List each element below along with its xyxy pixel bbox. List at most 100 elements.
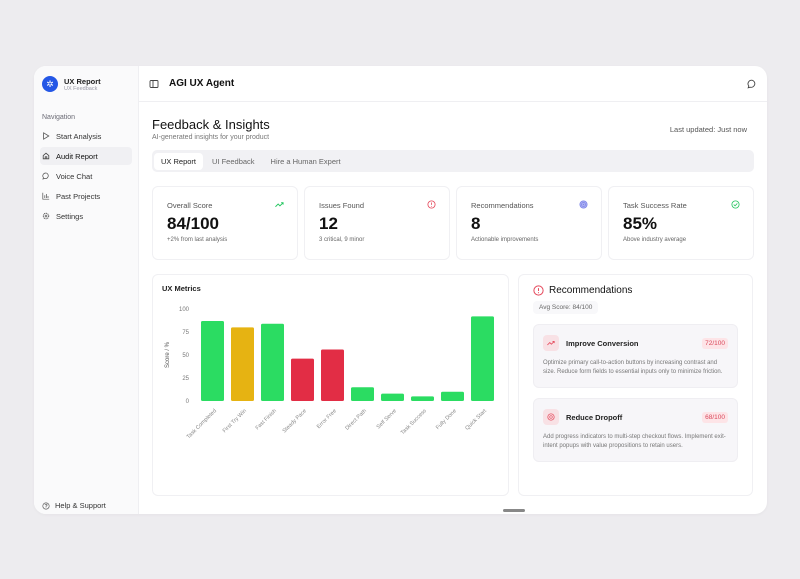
app-window: ✲ UX Report UX Feedback Navigation Start… [34,66,767,514]
y-tick-label: 75 [182,330,189,336]
bar[interactable] [231,327,254,401]
scroll-handle[interactable] [503,509,525,512]
help-support-link[interactable]: Help & Support [42,501,106,510]
help-circle-icon [42,501,50,510]
chat-bubble-icon [42,172,50,180]
play-icon [42,132,50,140]
recommendation-score-badge: 68/100 [702,411,728,423]
sidebar: ✲ UX Report UX Feedback Navigation Start… [34,66,139,514]
recommendation-title: Reduce Dropoff [566,412,623,422]
stat-value: 8 [471,214,481,233]
x-tick-label: Fully Done [435,408,458,431]
recommendations-panel: Recommendations Avg Score: 84/100 Improv… [518,274,753,496]
stat-value: 84/100 [167,214,219,233]
bar[interactable] [471,316,494,401]
stat-label: Recommendations [471,201,534,210]
bar[interactable] [411,396,434,401]
stat-value: 85% [623,214,658,233]
app-title: AGI UX Agent [169,78,235,89]
target-icon [543,409,559,425]
y-tick-label: 100 [179,307,190,313]
sidebar-item-label: Voice Chat [56,171,93,181]
check-circle-icon [731,200,740,209]
recommendation-score-badge: 72/100 [702,337,728,349]
tab-ux-report[interactable]: UX Report [154,152,204,170]
avg-score-badge: Avg Score: 84/100 [533,301,599,314]
recommendation-title: Improve Conversion [566,338,639,348]
stat-cards: Overall Score 84/100 +2% from last analy… [152,186,754,260]
brand-subtitle: UX Feedback [64,85,98,92]
home-icon [42,152,50,160]
stat-note: 3 critical, 9 minor [319,237,365,243]
help-label: Help & Support [55,501,106,510]
tab-bar: UX Report UI Feedback Hire a Human Exper… [152,150,754,172]
sidebar-toggle-icon[interactable] [149,79,159,89]
sidebar-item-label: Audit Report [56,151,98,161]
x-tick-label: Steady Pace [282,408,308,434]
x-tick-label: Task Success [400,408,428,436]
stat-label: Overall Score [167,201,213,210]
stat-card-overall-score: Overall Score 84/100 +2% from last analy… [152,186,298,260]
bar[interactable] [321,349,344,401]
x-tick-label: Direct Path [344,408,367,431]
sparkle-icon: ✲ [42,76,58,92]
recommendation-description: Add progress indicators to multi-step ch… [543,434,726,449]
recommendation-description: Optimize primary call-to-action buttons … [543,360,723,375]
x-tick-label: Quick Start [464,408,488,432]
gear-icon [42,212,50,220]
tab-hire-human-expert[interactable]: Hire a Human Expert [270,156,341,166]
sidebar-item-past-projects[interactable]: Past Projects [40,187,132,205]
stat-card-recommendations: Recommendations 8 Actionable improvement… [456,186,602,260]
bar[interactable] [291,358,314,401]
ux-metrics-chart-card: UX Metrics 0 25 50 75 100 Score / % Task Compl… [152,274,509,496]
alert-circle-icon [427,200,436,209]
sidebar-item-label: Past Projects [56,191,101,201]
stat-label: Task Success Rate [623,201,687,210]
nav-section-label: Navigation [42,114,76,121]
stat-card-task-success-rate: Task Success Rate 85% Above industry ave… [608,186,754,260]
bar[interactable] [381,393,404,401]
bar[interactable] [351,387,374,401]
y-tick-label: 0 [186,399,190,405]
stat-value: 12 [319,214,338,233]
recommendation-item-reduce-dropoff[interactable]: Reduce Dropoff 68/100 Add progress indic… [533,398,738,462]
recommendations-header: Recommendations [533,285,738,296]
alert-circle-icon [533,285,544,296]
sidebar-item-voice-chat[interactable]: Voice Chat [40,167,132,185]
bar[interactable] [261,323,284,401]
brand-title: UX Report [64,76,101,86]
sidebar-item-settings[interactable]: Settings [40,207,132,225]
page-subtitle: AI-generated insights for your product [152,134,270,141]
sidebar-item-label: Settings [56,211,84,221]
stat-note: +2% from last analysis [167,237,228,243]
bar[interactable] [441,391,464,401]
chat-bubble-icon[interactable] [747,79,757,89]
x-tick-label: First Try Win [222,408,248,434]
stat-note: Above industry average [623,237,687,243]
sidebar-item-audit-report[interactable]: Audit Report [40,147,132,165]
x-tick-label: Error Free [316,408,338,430]
stat-card-issues-found: Issues Found 12 3 critical, 9 minor [304,186,450,260]
content: Feedback & Insights AI-generated insight… [139,117,767,496]
sidebar-item-start-analysis[interactable]: Start Analysis [40,127,132,145]
y-tick-label: 25 [182,376,189,382]
topbar: AGI UX Agent [139,66,767,102]
stat-label: Issues Found [319,201,365,210]
recommendation-item-improve-conversion[interactable]: Improve Conversion 72/100 Optimize prima… [533,324,738,388]
brand[interactable]: ✲ UX Report UX Feedback [40,76,132,92]
y-tick-label: 50 [182,353,189,359]
x-tick-label: Task Completed [186,408,218,440]
page-header: Feedback & Insights AI-generated insight… [152,117,754,141]
y-axis-label: Score / % [165,341,171,368]
chart-title: UX Metrics [162,284,201,293]
tab-ui-feedback[interactable]: UI Feedback [212,156,255,166]
sidebar-item-label: Start Analysis [56,131,102,141]
stat-note: Actionable improvements [471,237,539,243]
target-icon [579,200,588,209]
page-title: Feedback & Insights [152,117,270,132]
recommendations-title: Recommendations [549,285,633,296]
bar-chart-icon [42,192,50,200]
x-tick-label: Fast Finish [255,408,278,431]
trending-up-icon [275,200,284,209]
bar[interactable] [201,320,224,401]
